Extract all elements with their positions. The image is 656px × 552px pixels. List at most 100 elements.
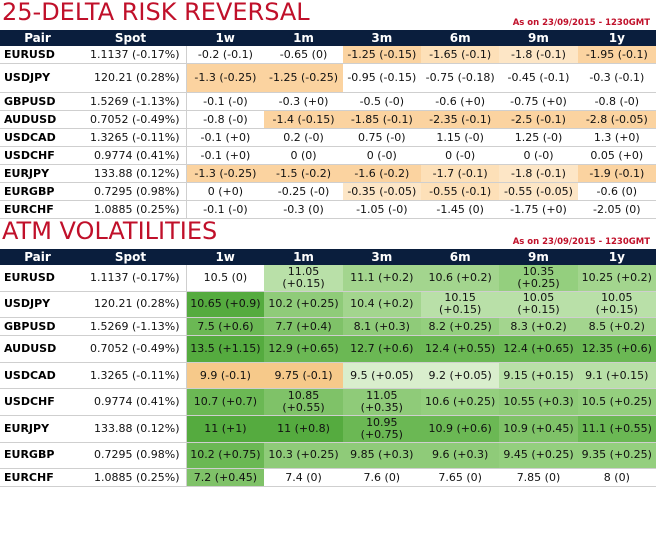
column-header-pair: Pair xyxy=(0,249,75,265)
pair-cell: USDCAD xyxy=(0,362,75,390)
spot-cell: 0.7295 (0.98%) xyxy=(75,442,187,470)
spot-cell: 1.1137 (-0.17%) xyxy=(75,265,187,292)
value-cell: -0.55 (-0.05) xyxy=(499,182,578,201)
table-row: USDCHF 0.9774 (0.41%) -0.1 (+0) 0 (0) 0 (-0)… xyxy=(0,146,656,165)
value-cell: 9.1 (+0.15) xyxy=(577,362,656,390)
column-header-3m: 3m xyxy=(342,30,421,46)
spot-cell: 1.0885 (0.25%) xyxy=(75,200,187,219)
pair-cell: AUDUSD xyxy=(0,335,75,363)
value-cell: 12.9 (+0.65) xyxy=(264,335,343,363)
value-cell: 8 (0) xyxy=(577,468,656,488)
value-cell: 10.5 (+0.25) xyxy=(577,388,656,416)
pair-cell: GBPUSD xyxy=(0,92,75,111)
column-header-spot: Spot xyxy=(75,30,186,46)
value-cell: 9.2 (+0.05) xyxy=(420,362,500,390)
value-cell: 11.1 (+0.55) xyxy=(577,415,656,443)
value-cell: -1.8 (-0.1) xyxy=(499,164,578,183)
value-cell: 0 (0) xyxy=(264,146,343,165)
value-cell: 10.05 (+0.15) xyxy=(499,291,578,319)
pair-cell: EURUSD xyxy=(0,46,75,64)
value-cell: -1.75 (+0) xyxy=(499,200,578,219)
value-cell: 11.1 (+0.2) xyxy=(342,265,421,292)
table-row: USDCAD 1.3265 (-0.11%) -0.1 (+0) 0.2 (-0) 0.… xyxy=(0,128,656,147)
value-cell: 1.3 (+0) xyxy=(577,128,656,147)
value-cell: 10.55 (+0.3) xyxy=(499,388,578,416)
value-cell: 9.45 (+0.25) xyxy=(499,442,578,470)
value-cell: -2.35 (-0.1) xyxy=(420,110,500,129)
value-cell: -0.3 (+0) xyxy=(264,92,343,111)
pair-cell: USDCHF xyxy=(0,146,75,165)
column-header-1y: 1y xyxy=(577,249,656,265)
value-cell: 9.85 (+0.3) xyxy=(342,442,421,470)
value-cell: -0.55 (-0.1) xyxy=(420,182,500,201)
table-row: AUDUSD 0.7052 (-0.49%) 13.5 (+1.15) 12.9 (+… xyxy=(0,335,656,363)
value-cell: -0.6 (0) xyxy=(577,182,656,201)
atm-vol-header: ATM VOLATILITIES As on 23/09/2015 - 1230… xyxy=(0,217,656,249)
pair-cell: EURJPY xyxy=(0,164,75,183)
table-row: USDJPY 120.21 (0.28%) -1.3 (-0.25) -1.25 (-… xyxy=(0,63,656,93)
column-header-1m: 1m xyxy=(264,30,343,46)
value-cell: 10.85 (+0.55) xyxy=(264,388,343,416)
spot-cell: 1.3265 (-0.11%) xyxy=(75,128,187,147)
spot-cell: 0.7295 (0.98%) xyxy=(75,182,187,201)
value-cell: 10.35 (+0.25) xyxy=(499,265,578,292)
atm-vol-title: ATM VOLATILITIES xyxy=(2,217,218,245)
value-cell: -1.25 (-0.25) xyxy=(264,63,343,93)
value-cell: -0.8 (-0) xyxy=(186,110,265,129)
value-cell: -0.1 (+0) xyxy=(186,146,265,165)
value-cell: 11 (+0.8) xyxy=(264,415,343,443)
value-cell: -1.85 (-0.1) xyxy=(342,110,421,129)
spot-cell: 0.7052 (-0.49%) xyxy=(75,335,187,363)
value-cell: 0.2 (-0) xyxy=(264,128,343,147)
value-cell: 7.2 (+0.45) xyxy=(186,468,265,488)
value-cell: -1.95 (-0.1) xyxy=(577,46,656,64)
pair-cell: USDJPY xyxy=(0,291,75,319)
value-cell: 9.5 (+0.05) xyxy=(342,362,421,390)
column-header-spot: Spot xyxy=(75,249,186,265)
value-cell: -2.5 (-0.1) xyxy=(499,110,578,129)
table-row: EURGBP 0.7295 (0.98%) 0 (+0) -0.25 (-0) -0.3… xyxy=(0,182,656,201)
value-cell: 10.2 (+0.25) xyxy=(264,291,343,319)
value-cell: -1.3 (-0.25) xyxy=(186,164,265,183)
value-cell: 10.6 (+0.2) xyxy=(420,265,500,292)
table-row: USDCHF 0.9774 (0.41%) 10.7 (+0.7) 10.85 (+0… xyxy=(0,388,656,416)
table-row: EURUSD 1.1137 (-0.17%) -0.2 (-0.1) -0.65 (0… xyxy=(0,46,656,64)
value-cell: -0.2 (-0.1) xyxy=(186,46,265,64)
value-cell: -2.05 (0) xyxy=(577,200,656,219)
pair-cell: USDCAD xyxy=(0,128,75,147)
value-cell: 0.75 (-0) xyxy=(342,128,421,147)
value-cell: 12.35 (+0.6) xyxy=(577,335,656,363)
value-cell: -1.05 (-0) xyxy=(342,200,421,219)
value-cell: -0.3 (-0.1) xyxy=(577,63,656,93)
spot-cell: 1.0885 (0.25%) xyxy=(75,468,187,488)
value-cell: -0.45 (-0.1) xyxy=(499,63,578,93)
value-cell: -0.3 (0) xyxy=(264,200,343,219)
risk-reversal-title: 25-DELTA RISK REVERSAL xyxy=(2,0,310,26)
table-row: EURCHF 1.0885 (0.25%) -0.1 (-0) -0.3 (0) -1.… xyxy=(0,200,656,219)
value-cell: -0.65 (0) xyxy=(264,46,343,64)
spot-cell: 1.5269 (-1.13%) xyxy=(75,317,187,337)
value-cell: 12.4 (+0.55) xyxy=(420,335,500,363)
value-cell: 0.05 (+0) xyxy=(577,146,656,165)
value-cell: 1.15 (-0) xyxy=(420,128,500,147)
value-cell: -1.7 (-0.1) xyxy=(420,164,500,183)
value-cell: 9.35 (+0.25) xyxy=(577,442,656,470)
value-cell: 10.6 (+0.25) xyxy=(420,388,500,416)
value-cell: 0 (+0) xyxy=(186,182,265,201)
risk-reversal-asof: As on 23/09/2015 - 1230GMT xyxy=(512,18,650,28)
value-cell: 11 (+1) xyxy=(186,415,265,443)
value-cell: 7.85 (0) xyxy=(499,468,578,488)
pair-cell: AUDUSD xyxy=(0,110,75,129)
value-cell: -0.35 (-0.05) xyxy=(342,182,421,201)
spot-cell: 133.88 (0.12%) xyxy=(75,415,187,443)
value-cell: 8.5 (+0.2) xyxy=(577,317,656,337)
atm-vol-body: EURUSD 1.1137 (-0.17%) 10.5 (0) 11.05 (+0.1… xyxy=(0,265,656,488)
value-cell: -1.4 (-0.15) xyxy=(264,110,343,129)
risk-reversal-table: Pair Spot 1w 1m 3m 6m 9m 1y EURUSD 1.1137 (-0.17… xyxy=(0,30,656,219)
risk-reversal-header-row: Pair Spot 1w 1m 3m 6m 9m 1y xyxy=(0,30,656,46)
pair-cell: GBPUSD xyxy=(0,317,75,337)
value-cell: 10.9 (+0.45) xyxy=(499,415,578,443)
value-cell: -1.65 (-0.1) xyxy=(420,46,500,64)
value-cell: 7.6 (0) xyxy=(342,468,421,488)
column-header-9m: 9m xyxy=(499,30,578,46)
